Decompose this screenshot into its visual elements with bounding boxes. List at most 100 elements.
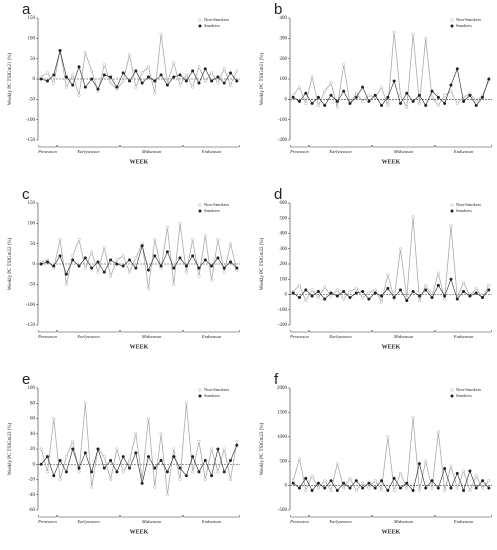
point — [398, 101, 403, 105]
point — [96, 87, 100, 91]
point — [146, 75, 151, 79]
point — [210, 264, 214, 268]
y-tick-label: 0 — [285, 293, 288, 298]
legend-marker — [198, 394, 202, 398]
point — [45, 455, 50, 459]
legend-marker — [450, 203, 454, 207]
point — [386, 435, 390, 439]
point — [323, 285, 327, 289]
point — [342, 63, 346, 67]
point — [405, 486, 409, 490]
point — [210, 474, 214, 478]
point — [39, 447, 43, 451]
point — [354, 291, 358, 295]
y-tick-label: 1500 — [277, 411, 288, 416]
point — [77, 264, 81, 268]
point — [115, 470, 119, 474]
point — [90, 69, 94, 73]
point — [83, 451, 87, 455]
legend-label: Smokers — [456, 393, 472, 398]
y-tick-label: 0 — [285, 484, 288, 489]
point — [77, 466, 81, 470]
point — [178, 477, 182, 482]
point — [153, 485, 157, 489]
point — [462, 280, 466, 284]
point — [310, 474, 314, 478]
point — [64, 75, 68, 79]
point — [90, 77, 94, 81]
legend-marker — [198, 24, 202, 28]
point — [77, 65, 81, 69]
point — [222, 470, 226, 474]
season-label: Midseason — [141, 149, 162, 154]
y-tick-label: 80 — [30, 401, 36, 406]
point — [373, 93, 377, 97]
season-label: Midseason — [393, 334, 414, 339]
y-tick-label: 1000 — [277, 435, 288, 440]
point — [436, 486, 440, 490]
point — [102, 63, 106, 67]
point — [45, 79, 50, 83]
point — [121, 254, 125, 258]
y-tick-label: 200 — [280, 262, 288, 267]
point — [405, 299, 409, 303]
point — [361, 486, 365, 490]
point — [405, 296, 409, 300]
season-bracket — [57, 330, 120, 333]
point — [411, 215, 415, 219]
point — [436, 283, 440, 287]
point — [443, 294, 447, 298]
x-axis-label: WEEK — [130, 344, 149, 350]
point — [329, 294, 333, 298]
point — [235, 79, 239, 83]
point — [64, 455, 68, 459]
point — [203, 67, 207, 71]
point — [398, 93, 403, 97]
point — [140, 244, 144, 248]
y-tick-label: -60 — [28, 508, 35, 513]
point — [462, 99, 466, 103]
point — [480, 479, 485, 483]
point — [316, 486, 320, 490]
point — [216, 238, 220, 242]
season-bracket — [38, 515, 57, 518]
point — [178, 221, 182, 225]
point — [392, 476, 396, 480]
point — [474, 99, 478, 103]
point — [83, 401, 87, 405]
point — [222, 67, 226, 71]
point — [316, 95, 320, 99]
y-tick-label: 100 — [28, 36, 36, 41]
point — [335, 294, 339, 298]
y-tick-label: 400 — [280, 232, 288, 237]
point — [392, 30, 396, 34]
point — [386, 273, 390, 277]
y-tick-label: -200 — [278, 323, 288, 328]
point — [474, 486, 478, 490]
point — [39, 262, 43, 266]
y-tick-label: 200 — [280, 57, 288, 62]
point — [90, 250, 94, 254]
series-line — [40, 445, 238, 484]
point — [304, 288, 308, 292]
season-label: Preseason — [289, 519, 309, 524]
point — [316, 481, 320, 485]
y-tick-label: 100 — [28, 386, 36, 391]
point — [96, 447, 100, 451]
point — [90, 266, 94, 270]
point — [474, 291, 478, 295]
point — [191, 455, 195, 459]
point — [424, 36, 428, 40]
point — [165, 83, 169, 87]
point — [172, 266, 176, 270]
point — [417, 462, 421, 466]
season-label: Earlyseason — [76, 334, 100, 339]
point — [304, 91, 308, 95]
point — [52, 416, 56, 421]
point — [134, 256, 138, 260]
panel-label: e — [22, 371, 30, 388]
point — [297, 283, 302, 287]
point — [77, 238, 81, 242]
point — [304, 299, 308, 303]
point — [96, 270, 100, 274]
